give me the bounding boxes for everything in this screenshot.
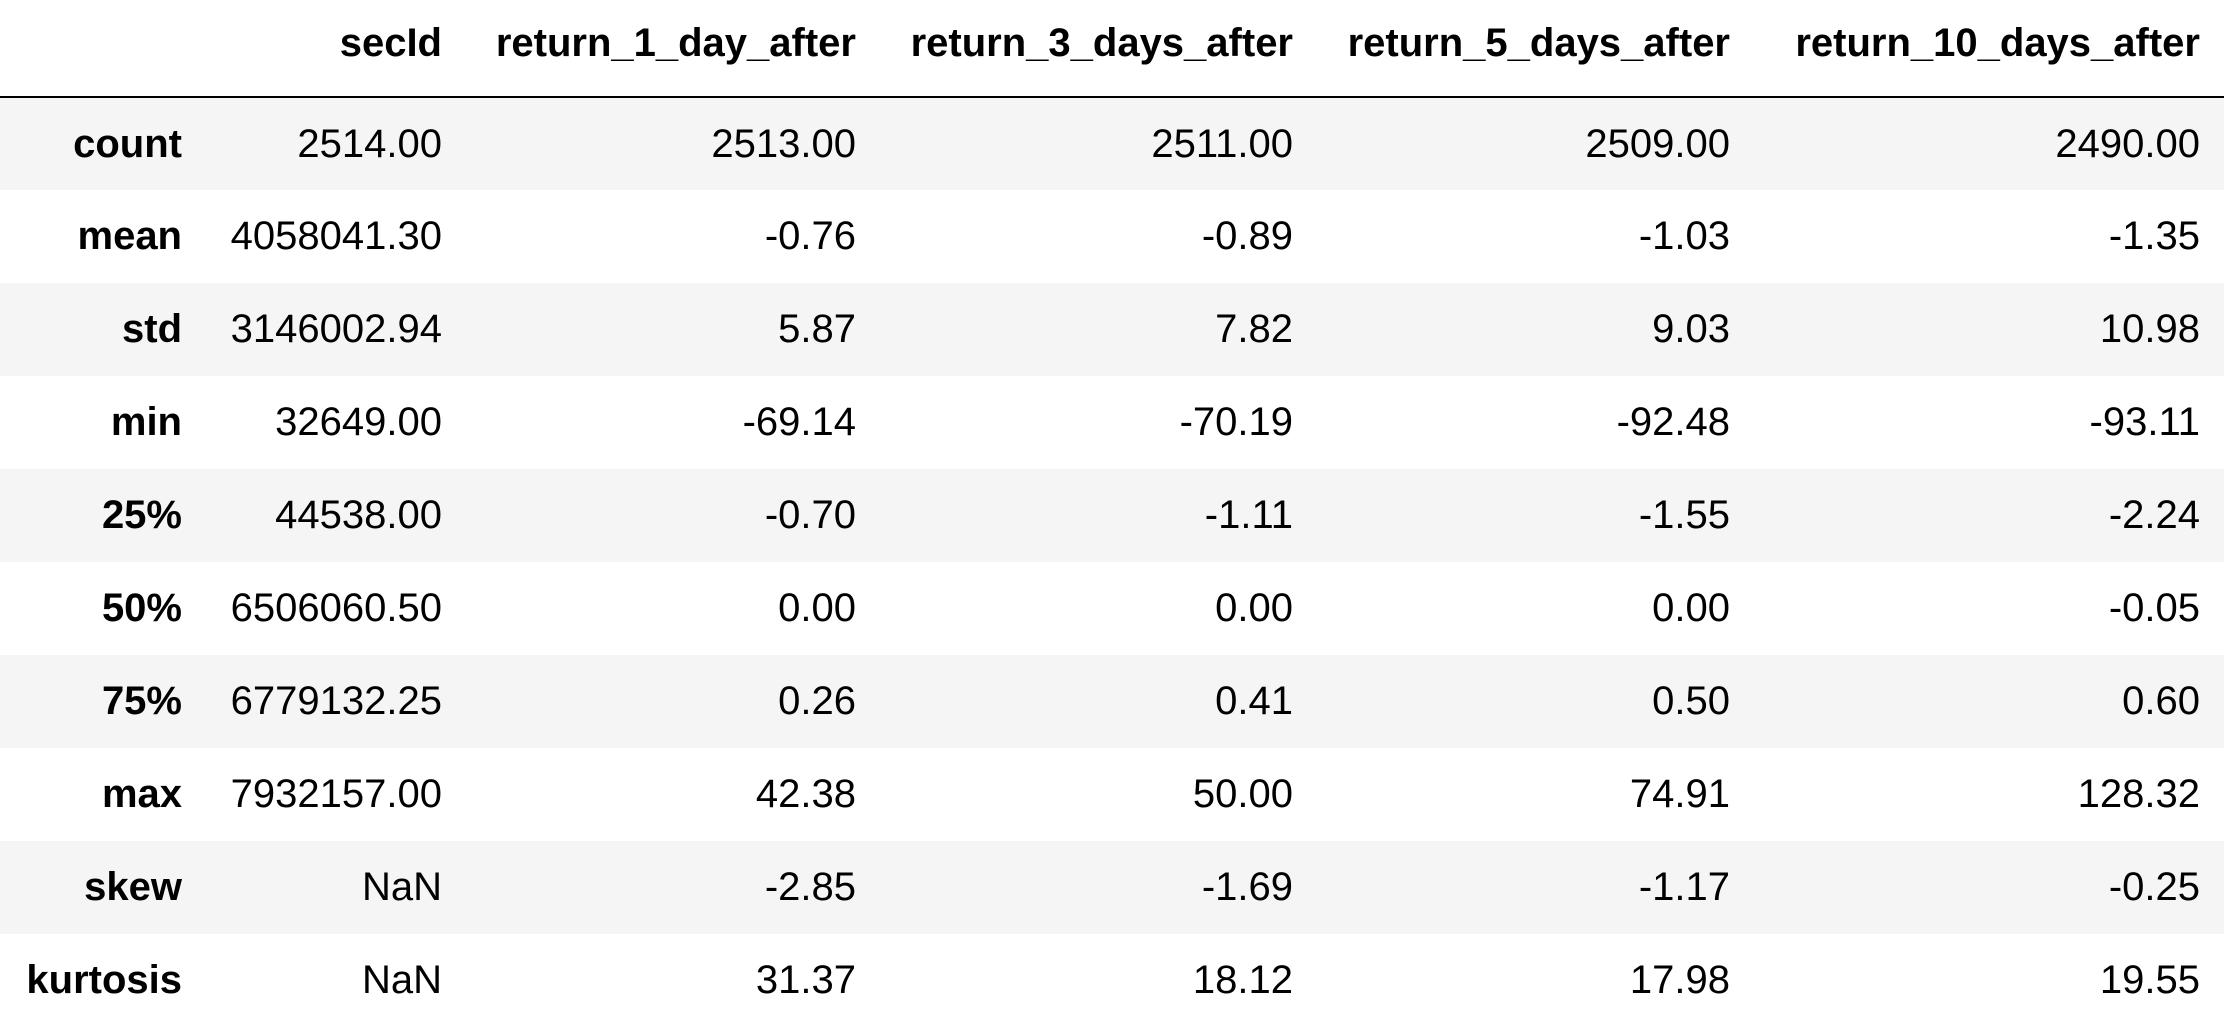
table-cell: -1.11	[1204, 493, 1293, 537]
row-label-50-percent: 50%	[101, 586, 182, 630]
table-cell: -1.17	[1638, 865, 1730, 909]
table-cell: 2511.00	[1151, 121, 1293, 166]
row-label-25-percent: 25%	[101, 493, 182, 537]
table-cell: -1.69	[1201, 865, 1293, 909]
table-row: skew NaN -2.85 -1.69 -1.17 -0.25	[0, 841, 2224, 934]
row-label-min: min	[110, 400, 182, 444]
table-cell: 6506060.50	[230, 586, 442, 630]
row-label-mean: mean	[77, 214, 183, 258]
table-cell: 0.00	[1215, 586, 1293, 630]
table-cell: -0.25	[2108, 865, 2200, 909]
table-row: std 3146002.94 5.87 7.82 9.03 10.98	[0, 283, 2224, 376]
table-row: mean 4058041.30 -0.76 -0.89 -1.03 -1.35	[0, 190, 2224, 283]
row-label-count: count	[73, 121, 182, 166]
table-cell: 0.41	[1215, 679, 1293, 723]
table-cell: -1.03	[1638, 214, 1730, 258]
row-label-max: max	[101, 772, 182, 816]
table-cell: -1.35	[2108, 214, 2200, 258]
table-cell: -2.24	[2108, 493, 2200, 537]
table-cell: -2.85	[764, 865, 856, 909]
row-label-std: std	[122, 307, 182, 351]
table-cell: 32649.00	[275, 400, 442, 444]
table-cell: 0.26	[778, 679, 856, 723]
table-cell: 44538.00	[275, 493, 442, 537]
table-cell: -0.89	[1201, 214, 1293, 258]
table-cell: -1.55	[1638, 493, 1730, 537]
table-cell: -0.76	[764, 214, 856, 258]
table-row: kurtosis NaN 31.37 18.12 17.98 19.55	[0, 934, 2224, 1027]
table-row: 50% 6506060.50 0.00 0.00 0.00 -0.05	[0, 562, 2224, 655]
table-cell: -69.14	[742, 400, 856, 444]
table-cell: 0.00	[1652, 586, 1730, 630]
table-cell: 0.00	[778, 586, 856, 630]
table-cell: 9.03	[1652, 307, 1730, 351]
column-header-secid: secId	[206, 0, 466, 98]
column-header-return-5-days-after: return_5_days_after	[1317, 0, 1754, 98]
table-cell: -70.19	[1179, 400, 1293, 444]
table-header: secId return_1_day_after return_3_days_a…	[0, 0, 2224, 98]
table-cell: -0.70	[764, 493, 856, 537]
table-cell: -0.05	[2108, 586, 2200, 630]
table-cell: 2509.00	[1585, 121, 1730, 166]
table-cell: 5.87	[778, 307, 856, 351]
table-cell: 31.37	[755, 958, 856, 1002]
column-header-return-1-day-after: return_1_day_after	[466, 0, 880, 98]
table-cell: NaN	[361, 958, 442, 1002]
table-cell: -92.48	[1616, 400, 1730, 444]
table-cell: 2513.00	[711, 121, 856, 166]
table-cell: 6779132.25	[230, 679, 442, 723]
table-cell: 19.55	[2099, 958, 2200, 1002]
table-cell: 7932157.00	[230, 772, 442, 816]
index-header-corner	[0, 0, 206, 98]
table-cell: 128.32	[2077, 772, 2200, 816]
table-cell: 50.00	[1192, 772, 1293, 816]
table-cell: 7.82	[1215, 307, 1293, 351]
table-cell: -93.11	[2089, 400, 2200, 444]
table-cell: 2514.00	[297, 121, 442, 166]
header-row: secId return_1_day_after return_3_days_a…	[0, 0, 2224, 98]
table-cell: 17.98	[1629, 958, 1730, 1002]
table-cell: 42.38	[755, 772, 856, 816]
table-cell: 4058041.30	[230, 214, 442, 258]
table-cell: 10.98	[2099, 307, 2200, 351]
table-row: 75% 6779132.25 0.26 0.41 0.50 0.60	[0, 655, 2224, 748]
table-row: count 2514.00 2513.00 2511.00 2509.00 24…	[0, 97, 2224, 190]
table-row: 25% 44538.00 -0.70 -1.11 -1.55 -2.24	[0, 469, 2224, 562]
row-label-skew: skew	[84, 865, 182, 909]
column-header-return-3-days-after: return_3_days_after	[880, 0, 1317, 98]
table-cell: 74.91	[1629, 772, 1730, 816]
table-cell: 0.50	[1652, 679, 1730, 723]
table-row: max 7932157.00 42.38 50.00 74.91 128.32	[0, 748, 2224, 841]
table-cell: 18.12	[1192, 958, 1293, 1002]
table-row: min 32649.00 -69.14 -70.19 -92.48 -93.11	[0, 376, 2224, 469]
table-cell: 3146002.94	[230, 307, 442, 351]
row-label-75-percent: 75%	[101, 679, 182, 723]
column-header-return-10-days-after: return_10_days_after	[1754, 0, 2224, 98]
row-label-kurtosis: kurtosis	[26, 958, 182, 1002]
table-cell: 2490.00	[2055, 121, 2200, 166]
table-cell: 0.60	[2122, 679, 2200, 723]
table-cell: NaN	[361, 865, 442, 909]
table-body: count 2514.00 2513.00 2511.00 2509.00 24…	[0, 97, 2224, 1027]
